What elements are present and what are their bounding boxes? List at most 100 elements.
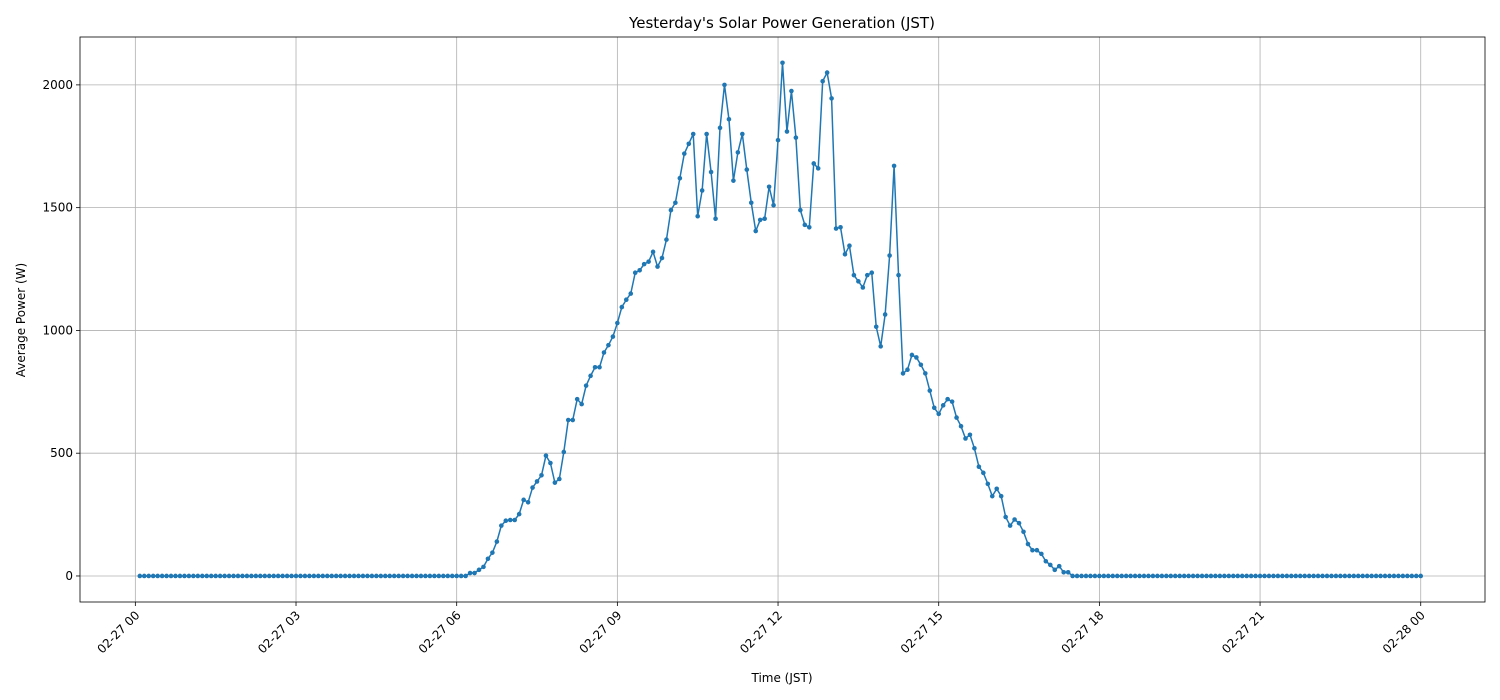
data-point [1088,573,1093,579]
data-point [650,249,656,255]
data-point [860,285,866,290]
data-point [1315,573,1321,579]
x-tick-label: 02-27 03 [255,608,303,656]
data-point [1239,573,1245,579]
data-point [543,453,549,458]
data-point [833,226,839,231]
data-point [409,573,415,579]
data-point [351,573,357,579]
data-point [864,272,870,278]
data-point [1280,573,1285,579]
data-point [619,304,625,310]
data-point [552,480,558,485]
data-point [1016,520,1022,526]
data-point [655,264,660,269]
data-point [918,362,924,368]
data-point [521,497,526,503]
data-point [1400,573,1406,579]
data-point [213,573,218,579]
y-tick-label: 1500 [42,201,73,215]
data-point [695,213,701,219]
data-point [1114,573,1120,579]
data-point [1244,573,1249,579]
data-point [1275,573,1281,579]
data-point [208,573,214,579]
data-point [1257,573,1263,579]
data-point [418,573,424,579]
data-point [802,222,808,228]
data-point [682,151,687,156]
data-point [1217,573,1223,579]
data-point [1306,573,1312,579]
data-point [1284,573,1290,579]
data-point [1123,573,1129,579]
data-point [561,449,567,455]
data-point [1373,573,1379,579]
data-point [1043,558,1049,564]
data-point [436,573,442,579]
data-point [164,573,169,579]
data-point [954,415,959,420]
data-point [574,396,580,402]
data-point [195,573,201,579]
data-point [972,445,977,451]
data-point [731,178,736,183]
data-point [387,573,393,579]
data-point [1003,514,1008,520]
data-point [1297,573,1303,579]
data-point [316,573,321,579]
data-point [1132,573,1138,579]
data-point [186,573,192,579]
data-point [1311,573,1316,579]
data-point [757,217,763,223]
data-point [449,573,455,579]
data-point [775,137,781,143]
data-point [365,573,370,579]
data-point [1347,573,1352,579]
data-point [369,573,375,579]
data-point [280,573,285,579]
data-point [1039,551,1044,557]
data-point [628,291,634,296]
data-point [878,344,883,349]
data-point [905,367,910,373]
data-point [1034,547,1040,553]
data-point [240,573,245,579]
data-point [1128,573,1133,579]
data-point [1248,573,1254,579]
data-point [503,518,509,524]
x-tick-label: 02-27 15 [898,608,946,656]
data-point [1061,569,1066,575]
data-point [298,573,303,579]
data-point [900,371,906,376]
data-point [967,432,973,438]
data-point [311,573,317,579]
data-point [441,573,446,579]
data-point [851,272,857,278]
data-point [1119,573,1124,579]
data-point [534,479,540,484]
data-point [744,167,750,172]
data-point [570,417,576,423]
data-point [699,188,705,193]
data-point [414,573,419,579]
data-point [1155,573,1160,579]
data-point [637,267,642,273]
x-tick-label: 02-27 12 [737,608,785,656]
data-point [753,228,759,234]
data-point [838,224,843,230]
data-point [592,364,598,370]
y-tick-label: 2000 [42,78,73,92]
data-point [258,573,263,579]
data-point [1226,573,1232,579]
data-point [494,539,500,544]
data-point [1070,573,1075,579]
data-point [249,573,254,579]
data-point [222,573,227,579]
data-point [244,573,250,579]
x-tick-label: 02-27 18 [1058,608,1106,656]
x-axis-label: Time (JST) [750,671,812,685]
data-point [1364,573,1370,579]
data-point [1222,573,1227,579]
data-point [784,129,790,134]
